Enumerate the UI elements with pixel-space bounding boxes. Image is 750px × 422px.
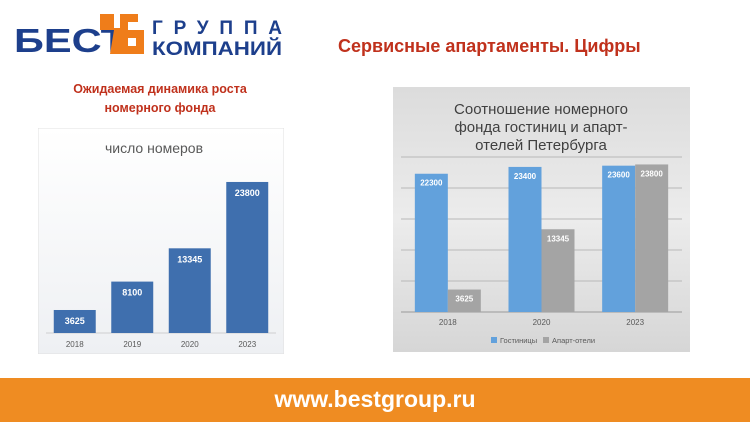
ratio-chart-title-line-2: фонда гостиниц и апарт- bbox=[454, 119, 627, 136]
ratio-category-label-2018: 2018 bbox=[439, 318, 457, 327]
ratio-chart-title-line-1: Соотношение номерного bbox=[454, 101, 628, 118]
growth-bar-2020 bbox=[168, 248, 211, 333]
ratio-bar-hotels-2023 bbox=[602, 165, 636, 312]
logo-word-gruppa: ГРУППА bbox=[152, 18, 282, 39]
ratio-bar-aparthotels-2018 bbox=[447, 289, 481, 312]
legend-swatch-aparthotels bbox=[543, 337, 549, 343]
growth-bar-label-2019: 8100 bbox=[122, 288, 142, 298]
ratio-bar-label-aparthotels-2018: 3625 bbox=[455, 295, 473, 304]
ratio-chart-title-line-3: отелей Петербурга bbox=[475, 137, 607, 154]
ratio-bar-label-hotels-2023: 23600 bbox=[608, 171, 631, 180]
left-chart-heading-line-2: номерного фонда bbox=[104, 101, 216, 115]
footer-bar: www.bestgroup.ru bbox=[0, 378, 750, 422]
growth-bar-2018 bbox=[53, 309, 96, 333]
ratio-bar-label-hotels-2018: 22300 bbox=[420, 179, 443, 188]
ratio-bar-aparthotels-2023 bbox=[635, 164, 669, 312]
footer-website-link[interactable]: www.bestgroup.ru bbox=[274, 386, 476, 412]
growth-chart-title: число номеров bbox=[105, 140, 203, 156]
growth-category-label-2018: 2018 bbox=[66, 340, 84, 349]
legend-label-aparthotels: Апарт-отели bbox=[552, 336, 595, 345]
ratio-chart: Соотношение номерного фонда гостиниц и а… bbox=[393, 87, 690, 352]
logo-mark-icon bbox=[100, 14, 144, 54]
legend-swatch-hotels bbox=[491, 337, 497, 343]
logo-word-kompaniy: КОМПАНИЙ bbox=[152, 38, 282, 60]
growth-bar-label-2020: 13345 bbox=[177, 254, 202, 264]
ratio-bar-hotels-2018 bbox=[414, 173, 448, 312]
legend-label-hotels: Гостиницы bbox=[500, 336, 537, 345]
growth-bar-label-2018: 3625 bbox=[65, 316, 85, 326]
left-chart-heading: Ожидаемая динамика роста номерного фонда bbox=[40, 80, 280, 118]
growth-category-label-2019: 2019 bbox=[123, 340, 141, 349]
growth-bar-2019 bbox=[111, 281, 154, 333]
growth-category-label-2020: 2020 bbox=[181, 340, 199, 349]
growth-bar-2023 bbox=[226, 181, 269, 333]
ratio-category-label-2020: 2020 bbox=[533, 318, 551, 327]
ratio-bar-label-aparthotels-2020: 13345 bbox=[547, 234, 570, 243]
growth-bar-label-2023: 23800 bbox=[235, 188, 260, 198]
slide-title: Сервисные апартаменты. Цифры bbox=[338, 36, 641, 56]
growth-chart: число номеров 3625 2018 8100 2019 13345 2020 2… bbox=[37, 127, 285, 355]
ratio-bar-label-aparthotels-2023: 23800 bbox=[641, 169, 664, 178]
growth-category-label-2023: 2023 bbox=[238, 340, 256, 349]
left-chart-heading-line-1: Ожидаемая динамика роста bbox=[73, 82, 247, 96]
ratio-bar-label-hotels-2020: 23400 bbox=[514, 172, 537, 181]
ratio-bar-aparthotels-2020 bbox=[541, 229, 575, 312]
ratio-bar-hotels-2020 bbox=[508, 166, 542, 312]
ratio-category-label-2023: 2023 bbox=[626, 318, 644, 327]
company-logo: БЕСТ ГРУППА КОМПАНИЙ bbox=[14, 10, 284, 62]
